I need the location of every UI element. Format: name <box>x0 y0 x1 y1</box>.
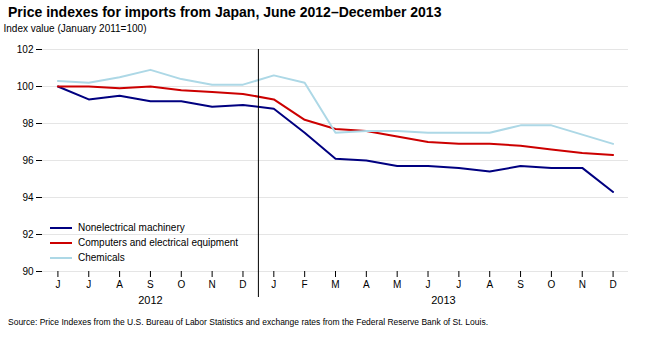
svg-text:J: J <box>426 279 431 290</box>
svg-text:S: S <box>147 279 154 290</box>
svg-text:M: M <box>331 279 339 290</box>
svg-text:J: J <box>55 279 60 290</box>
svg-text:F: F <box>302 279 308 290</box>
html-text:Computers and electrical equip: Computers and electrical equipment <box>78 237 239 248</box>
html-text:Source: Price Indexes from the: Source: Price Indexes from the U.S. Bure… <box>8 317 488 327</box>
svg-text:J: J <box>86 279 91 290</box>
svg-text:D: D <box>239 279 246 290</box>
svg-text:Index value (January 2011=100): Index value (January 2011=100) <box>4 23 147 34</box>
svg-text:A: A <box>486 279 493 290</box>
svg-text:A: A <box>363 279 370 290</box>
svg-text:S: S <box>517 279 524 290</box>
svg-text:2013: 2013 <box>431 294 455 306</box>
svg-text:D: D <box>609 279 616 290</box>
svg-text:98: 98 <box>22 118 34 129</box>
svg-text:90: 90 <box>22 266 34 277</box>
svg-text:M: M <box>393 279 401 290</box>
html-text:Chemicals: Chemicals <box>78 252 125 263</box>
svg-text:A: A <box>116 279 123 290</box>
svg-text:J: J <box>456 279 461 290</box>
svg-text:100: 100 <box>17 81 34 92</box>
svg-text:J: J <box>271 279 276 290</box>
svg-text:N: N <box>209 279 216 290</box>
svg-text:N: N <box>579 279 586 290</box>
svg-text:92: 92 <box>22 229 34 240</box>
svg-text:2012: 2012 <box>138 294 162 306</box>
html-text:Nonelectrical machinery: Nonelectrical machinery <box>78 222 185 233</box>
svg-text:102: 102 <box>17 44 34 55</box>
svg-text:O: O <box>177 279 185 290</box>
svg-text:94: 94 <box>22 192 34 203</box>
html-text:Price indexes for imports from: Price indexes for imports from Japan, Ju… <box>8 4 442 20</box>
svg-text:96: 96 <box>22 155 34 166</box>
svg-text:O: O <box>548 279 556 290</box>
